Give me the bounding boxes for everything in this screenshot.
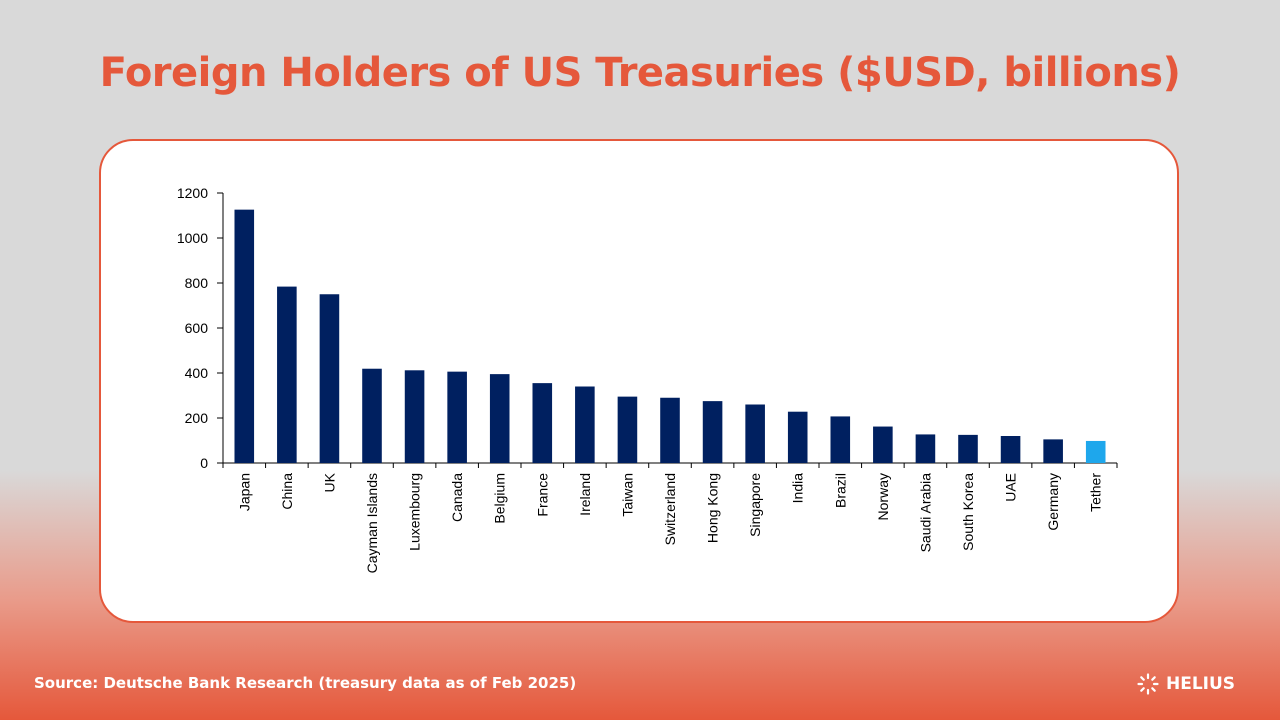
x-category-label: Hong Kong [705, 473, 721, 543]
helius-logo: HELIUS [1137, 673, 1235, 695]
bar-switzerland [660, 397, 680, 463]
y-tick-label: 1000 [177, 230, 208, 246]
y-tick-label: 200 [185, 410, 209, 426]
helius-sun-icon [1137, 673, 1159, 695]
bar-south-korea [958, 434, 978, 463]
x-category-label: Ireland [577, 473, 593, 516]
y-tick-label: 1200 [177, 185, 208, 201]
bar-china [277, 286, 297, 463]
x-category-label: Belgium [492, 473, 508, 524]
x-category-label: Cayman Islands [364, 473, 380, 573]
brand-name: HELIUS [1166, 674, 1236, 694]
x-category-label: Germany [1045, 473, 1061, 531]
bar-belgium [489, 374, 510, 463]
slide-title: Foreign Holders of US Treasuries ($USD, … [99, 50, 1181, 96]
x-category-label: France [534, 473, 550, 517]
bar-uae [1000, 436, 1021, 463]
x-category-label: China [279, 473, 295, 510]
x-category-label: Tether [1088, 473, 1104, 512]
bar-taiwan [617, 396, 638, 463]
bar-ireland [575, 386, 595, 463]
chart-card: 0 200 400 600 800 1000 1200 Japan China UK Cayman … [99, 139, 1179, 623]
bar-norway [873, 426, 893, 463]
bar-saudi-arabia [915, 434, 936, 463]
bar-uk [319, 294, 340, 463]
bar-japan [234, 209, 255, 463]
x-category-label: India [790, 473, 806, 504]
bar-brazil [830, 416, 851, 463]
bar-cayman-islands [362, 368, 382, 463]
bar-chart: 0 200 400 600 800 1000 1200 Japan China UK Cayman … [177, 185, 1118, 573]
x-category-label: Luxembourg [407, 473, 423, 551]
x-category-label: UK [321, 472, 337, 492]
x-category-label: Japan [236, 473, 252, 511]
x-category-label: Norway [875, 473, 891, 520]
y-tick-label: 600 [185, 320, 209, 336]
y-tick-label: 400 [185, 365, 209, 381]
x-category-label: Taiwan [619, 473, 635, 517]
x-category-label: Canada [449, 473, 465, 522]
x-category-label: Singapore [747, 473, 763, 537]
source-note: Source: Deutsche Bank Research (treasury… [34, 674, 577, 692]
x-category-label: Brazil [832, 473, 848, 508]
bar-tether [1085, 440, 1106, 463]
y-tick-label: 800 [185, 275, 209, 291]
x-category-label: Switzerland [662, 473, 678, 545]
bar-singapore [745, 404, 765, 463]
bar-germany [1043, 439, 1063, 463]
x-category-label: South Korea [960, 473, 976, 551]
bar-france [532, 383, 553, 463]
bar-luxembourg [404, 370, 425, 463]
bar-hong-kong [702, 401, 723, 463]
bar-india [787, 411, 808, 463]
bar-canada [447, 371, 467, 463]
x-category-label: UAE [1003, 473, 1019, 502]
y-tick-label: 0 [200, 455, 208, 471]
x-category-label: Saudi Arabia [917, 473, 933, 553]
